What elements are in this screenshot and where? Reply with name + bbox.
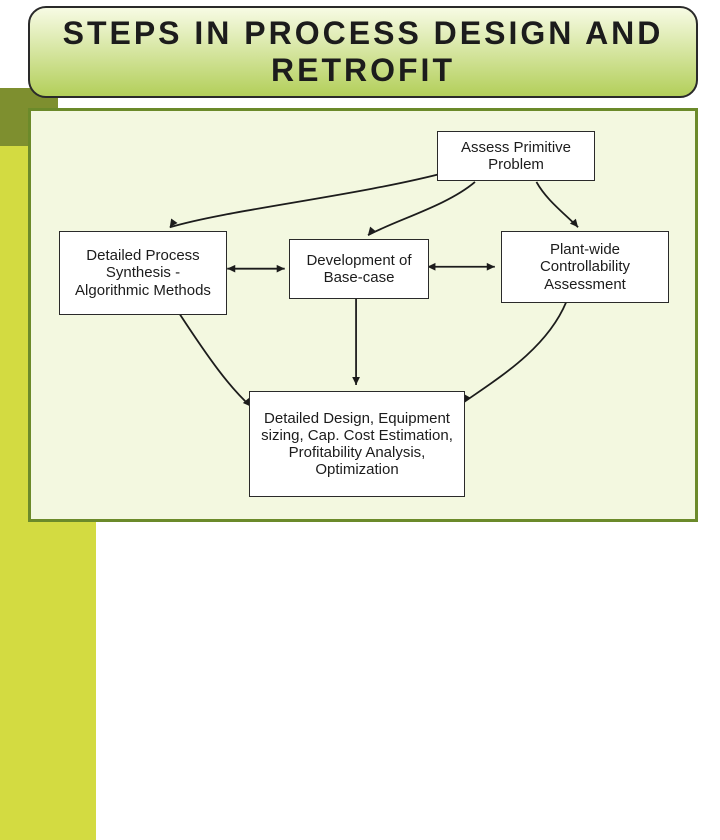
node-control: Plant-wide Controllability Assessment — [501, 231, 669, 303]
node-detailed: Detailed Process Synthesis - Algorithmic… — [59, 231, 227, 315]
node-basecase: Development of Base-case — [289, 239, 429, 299]
diagram-panel: Assess Primitive Problem Detailed Process… — [28, 108, 698, 522]
page-title: STEPS IN PROCESS DESIGN AND RETROFIT — [60, 15, 666, 89]
node-assess: Assess Primitive Problem — [437, 131, 595, 181]
node-design: Detailed Design, Equipment sizing, Cap. … — [249, 391, 465, 497]
title-pill: STEPS IN PROCESS DESIGN AND RETROFIT — [28, 6, 698, 98]
